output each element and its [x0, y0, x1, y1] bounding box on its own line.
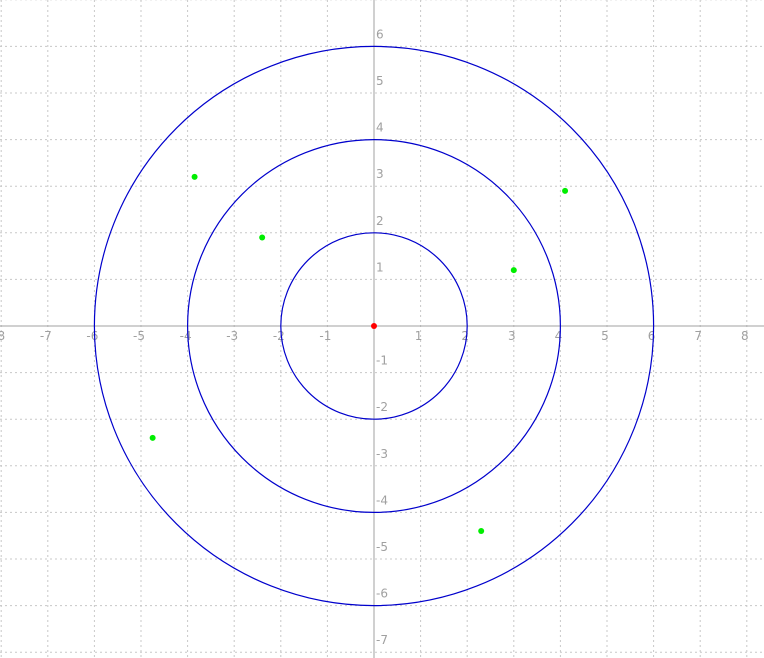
- x-tick-label: -2: [273, 329, 285, 343]
- data-point: [510, 267, 517, 274]
- data-point: [562, 187, 569, 194]
- y-tick-label: 5: [376, 74, 384, 88]
- y-tick-label: 2: [376, 214, 384, 228]
- x-tick-label: 4: [555, 329, 563, 343]
- data-points: [149, 173, 569, 535]
- y-tick-label: 4: [376, 121, 384, 135]
- x-tick-label: 1: [415, 329, 423, 343]
- y-tick-label: -4: [376, 493, 388, 507]
- x-tick-label: -8: [0, 329, 5, 343]
- x-tick-label: 5: [601, 329, 609, 343]
- data-point: [478, 528, 485, 535]
- x-tick-label: -6: [86, 329, 98, 343]
- x-tick-label: 3: [508, 329, 516, 343]
- y-tick-label: -6: [376, 587, 388, 601]
- y-tick-label: 1: [376, 260, 384, 274]
- y-tick-label: 3: [376, 167, 384, 181]
- x-tick-label: -4: [180, 329, 192, 343]
- y-tick-label: -7: [376, 633, 388, 647]
- x-tick-label: 7: [694, 329, 702, 343]
- x-tick-label: -3: [226, 329, 238, 343]
- circle-radius-4: [187, 139, 561, 513]
- x-tick-label: 8: [741, 329, 749, 343]
- circle-radius-2: [280, 232, 468, 420]
- x-tick-label: 6: [648, 329, 656, 343]
- x-tick-label: -1: [319, 329, 331, 343]
- circle-radius-6: [93, 45, 655, 607]
- data-point: [191, 173, 198, 180]
- y-tick-label: -3: [376, 447, 388, 461]
- y-tick-label: -2: [376, 400, 388, 414]
- center-point: [371, 323, 377, 329]
- tick-labels: -8 -7 -6 -5 -4 -3 -2 -1 1 2 3 4 5 6 7 8 6 5 4 3 2 1 -1 -2 -3 -4 -5…: [0, 27, 749, 647]
- circles: [93, 45, 655, 607]
- y-tick-label: -1: [376, 354, 388, 368]
- x-tick-label: 2: [461, 329, 469, 343]
- y-tick-label: -5: [376, 540, 388, 554]
- y-tick-label: 6: [376, 27, 384, 41]
- data-point: [259, 234, 266, 241]
- x-tick-label: -7: [40, 329, 52, 343]
- data-point: [149, 434, 156, 441]
- x-tick-label: -5: [133, 329, 145, 343]
